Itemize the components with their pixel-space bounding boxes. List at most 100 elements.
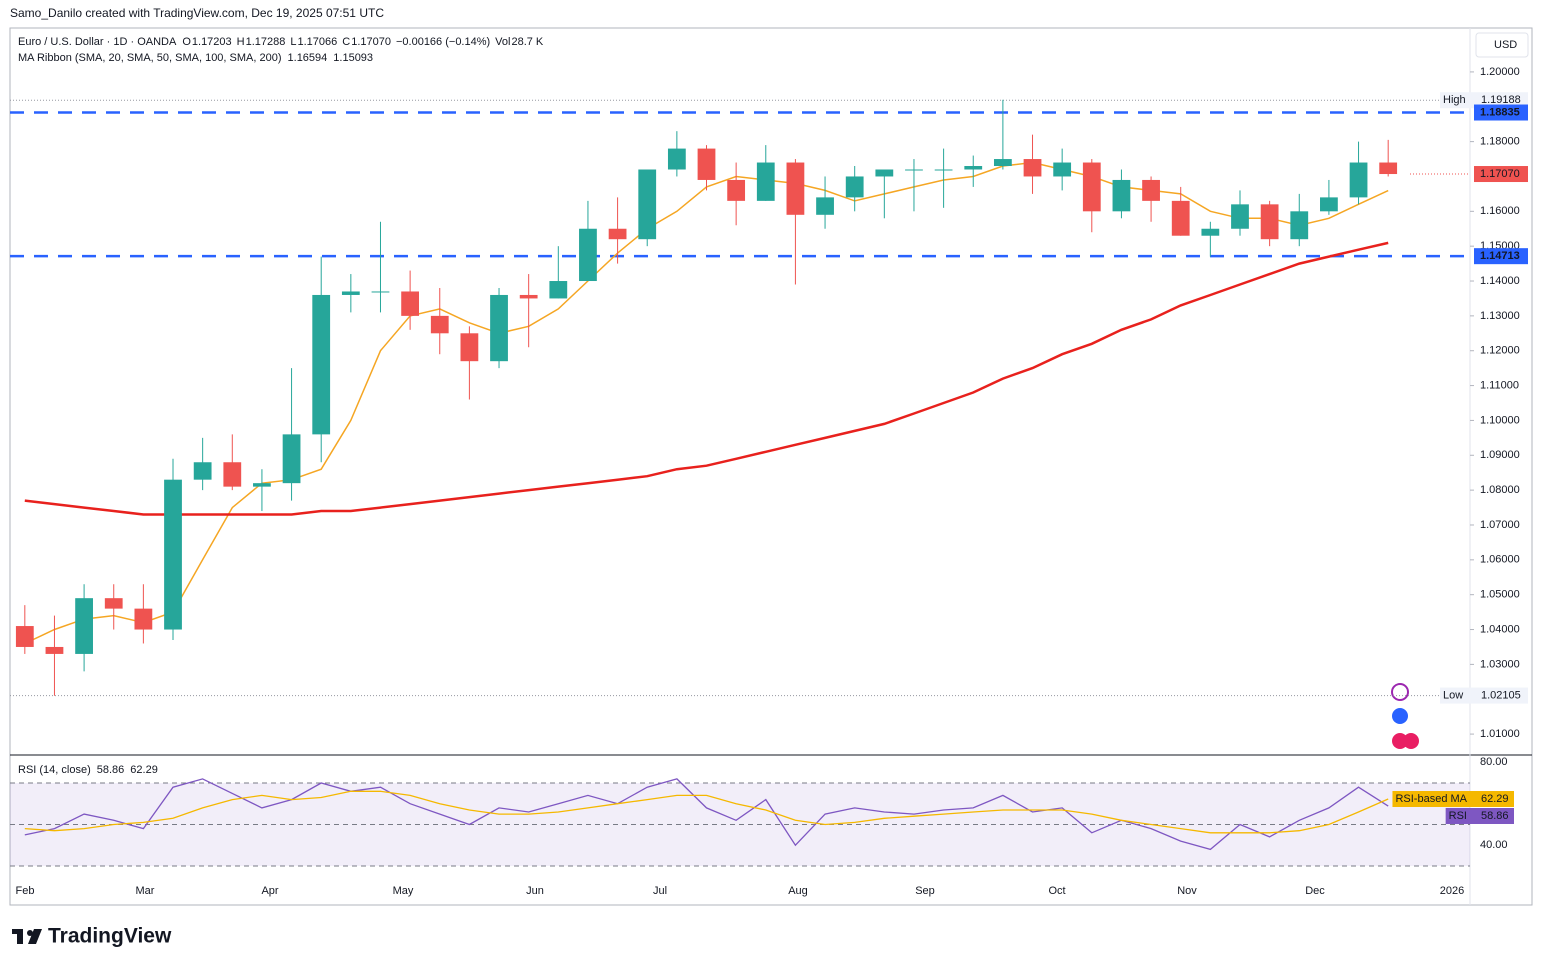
y-tick-label: 1.14000: [1480, 275, 1520, 287]
x-tick-label: Aug: [788, 885, 808, 897]
candle-body: [727, 179, 746, 201]
y-tick-label: 1.16000: [1480, 205, 1520, 217]
currency[interactable]: USD: [1494, 39, 1517, 51]
candle-body: [1142, 179, 1160, 201]
rsi-tag: [1392, 790, 1514, 807]
legend-h: 1.17288: [246, 36, 286, 48]
legend-o-key: O: [182, 36, 191, 48]
rsi-tag-name: RSI-based MA: [1395, 793, 1467, 805]
level-name: Low: [1443, 689, 1463, 701]
candle-body: [667, 148, 686, 170]
candle-body: [164, 479, 182, 630]
candle-body: [816, 197, 834, 215]
ma-value: 1.16594: [288, 52, 328, 64]
legend-vol: 28.7 K: [511, 36, 543, 48]
candle-body: [430, 315, 449, 334]
rsi-tag-value: 58.86: [1481, 810, 1509, 822]
candle-body: [15, 626, 34, 647]
legend-change: −0.00166 (−0.14%): [396, 36, 490, 48]
price-tag-label: 1.18835: [1480, 106, 1520, 118]
top-note: Samo_Danilo created with TradingView.com…: [10, 6, 384, 20]
x-tick-label: Jun: [526, 885, 544, 897]
logo: [12, 929, 42, 944]
event-icons: [1391, 683, 1419, 749]
candle-body: [1379, 162, 1398, 175]
last-price-label: 1.17070: [1480, 168, 1520, 180]
rsi-tag-value: 62.29: [1481, 793, 1509, 805]
x-tick-label: 2026: [1440, 885, 1464, 897]
candle-body: [1320, 197, 1338, 212]
y-tick-label: 1.04000: [1480, 623, 1520, 635]
currency-button[interactable]: [1475, 32, 1529, 58]
candle-body: [964, 166, 983, 170]
candle-body: [845, 176, 864, 198]
level-name: High: [1443, 94, 1466, 106]
candle-body: [608, 228, 627, 240]
candle-body: [934, 169, 953, 171]
y-tick-label: 1.12000: [1480, 345, 1520, 357]
x-tick-label: Apr: [261, 885, 278, 897]
legend-vol-key: Vol: [495, 36, 510, 48]
candle-body: [756, 162, 775, 201]
candle-body: [401, 291, 420, 316]
rsi-line: [24, 778, 1389, 851]
y-tick-label: 1.13000: [1480, 310, 1520, 322]
x-tick-label: Oct: [1048, 885, 1065, 897]
candle-body: [1201, 228, 1220, 236]
candle-body: [993, 159, 1012, 167]
candle-body: [490, 294, 508, 362]
y-tick-label: 1.20000: [1480, 66, 1520, 78]
rsi-legend-value: 62.29: [130, 764, 158, 776]
candle-body: [460, 333, 479, 362]
candle-body: [786, 162, 805, 215]
x-tick-label: Jul: [653, 885, 667, 897]
x-tick-label: Dec: [1305, 885, 1325, 897]
price-tag-label: 1.14713: [1480, 250, 1520, 262]
y-tick-label: 1.06000: [1480, 554, 1520, 566]
legend: Euro / U.S. Dollar · 1D · OANDA O 1.17203…: [18, 36, 544, 64]
candle-body: [253, 483, 271, 487]
y-tick-label: 1.01000: [1480, 728, 1520, 740]
x-tick-label: May: [393, 885, 414, 897]
level-tag: [1440, 92, 1528, 109]
legend-l: 1.17066: [298, 36, 338, 48]
y-tick-label: 1.11000: [1480, 379, 1519, 391]
legend-h-key: H: [237, 36, 245, 48]
x-tick-label: Feb: [16, 885, 35, 897]
level-value: 1.02105: [1481, 689, 1521, 701]
candle-body: [193, 462, 212, 480]
y-tick-label: 1.05000: [1480, 589, 1520, 601]
candle-body: [134, 608, 153, 630]
candle-body: [549, 281, 568, 299]
ma-title: MA Ribbon (SMA, 20, SMA, 50, SMA, 100, S…: [18, 52, 282, 64]
y-tick-label: 1.10000: [1480, 414, 1520, 426]
candle-body: [697, 148, 716, 180]
candle-body: [223, 462, 242, 487]
candle-body: [1171, 200, 1190, 236]
rsi-legend-value: 58.86: [97, 764, 125, 776]
legend-o: 1.17203: [192, 36, 232, 48]
y-tick-label: 1.03000: [1480, 658, 1520, 670]
legend-l-key: L: [290, 36, 296, 48]
candle-body: [104, 598, 123, 609]
candle-body: [371, 291, 390, 293]
x-tick-label: Sep: [915, 885, 935, 897]
rsi-tag-name: RSI: [1449, 810, 1467, 822]
candle-body: [282, 434, 301, 484]
candle-body: [638, 169, 657, 240]
rsi-title: RSI (14, close): [18, 764, 91, 776]
last-price-tag: [1474, 166, 1528, 183]
candle-body: [1290, 211, 1309, 240]
x-tick-label: Nov: [1177, 885, 1197, 897]
price-tag: [1474, 248, 1528, 265]
candle-body: [579, 228, 597, 282]
candle-body: [45, 646, 64, 654]
legend-c-key: C: [342, 36, 350, 48]
candle-body: [1231, 204, 1249, 229]
candle-body: [519, 294, 538, 299]
x-tick-label: Mar: [136, 885, 155, 897]
level-tag: [1440, 687, 1528, 704]
candle-body: [341, 291, 360, 295]
rsi-tick-label: 40.00: [1480, 839, 1508, 851]
